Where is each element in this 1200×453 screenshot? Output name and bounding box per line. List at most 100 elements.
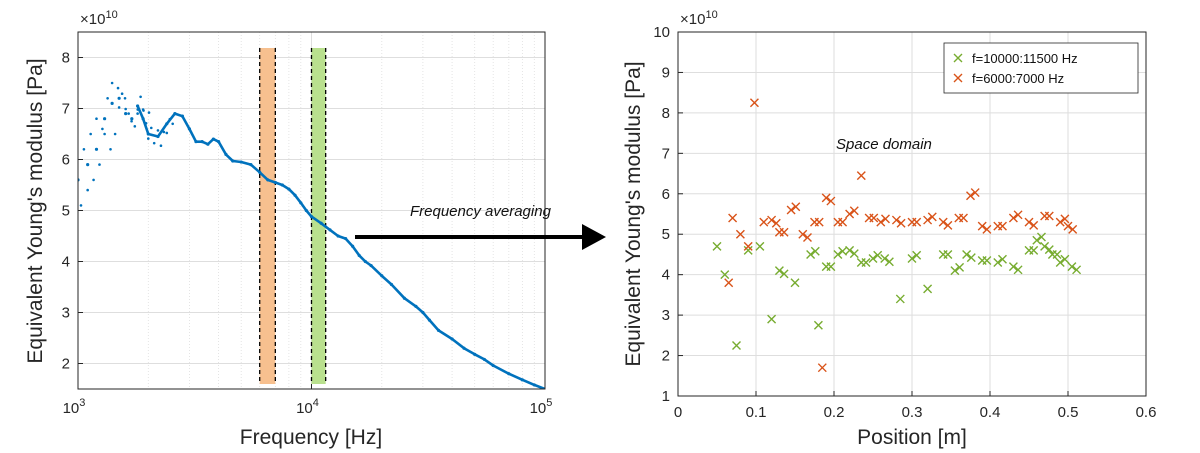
legend-box bbox=[943, 42, 1139, 94]
red-cross-point bbox=[1068, 224, 1078, 234]
green-cross-point bbox=[950, 266, 960, 276]
green-cross-point bbox=[895, 294, 905, 304]
noise-point bbox=[106, 97, 109, 100]
green-cross-point bbox=[982, 256, 992, 266]
green-cross-point bbox=[1032, 235, 1042, 245]
frequency-point bbox=[194, 140, 198, 144]
frequency-point bbox=[86, 163, 90, 167]
green-cross-point bbox=[943, 249, 953, 259]
frequency-point bbox=[249, 163, 253, 167]
left-y-tick-label: 2 bbox=[62, 356, 70, 373]
red-cross-point bbox=[779, 227, 789, 237]
space-series bbox=[712, 98, 1082, 373]
noise-point bbox=[141, 108, 145, 111]
green-cross-point bbox=[1036, 232, 1046, 242]
green-cross-point bbox=[833, 249, 843, 259]
space-domain-label: Space domain bbox=[836, 136, 932, 153]
noise-point bbox=[92, 178, 95, 182]
red-cross-point bbox=[938, 217, 948, 227]
red-cross-point bbox=[759, 217, 769, 227]
red-cross-point bbox=[798, 229, 808, 239]
frequency-point bbox=[287, 187, 291, 191]
red-cross-point bbox=[970, 188, 980, 198]
green-cross-point bbox=[1029, 245, 1039, 255]
right-y-tick-label: 6 bbox=[662, 186, 670, 203]
frequency-point bbox=[211, 137, 215, 141]
green-cross-point bbox=[1040, 241, 1050, 251]
frequency-bands bbox=[259, 48, 327, 384]
green-cross-point bbox=[907, 253, 917, 263]
red-cross-point bbox=[1024, 217, 1034, 227]
right-x-tick-label: 0.1 bbox=[746, 404, 767, 421]
red-cross-point bbox=[876, 217, 886, 227]
frequency-point bbox=[258, 170, 262, 174]
left-y-tick-label: 5 bbox=[62, 203, 70, 220]
red-cross-point bbox=[1055, 217, 1065, 227]
left-x-tick-label: 105 bbox=[530, 397, 553, 417]
red-cross-point bbox=[791, 202, 801, 212]
green-cross-point bbox=[1008, 262, 1018, 272]
frequency-point bbox=[357, 253, 361, 257]
right-x-tick-label: 0.2 bbox=[824, 404, 845, 421]
legend-label-red: f=6000:7000 Hz bbox=[972, 71, 1064, 86]
frequency-point bbox=[482, 357, 486, 362]
noise-point bbox=[82, 148, 86, 151]
red-cross-point bbox=[817, 363, 827, 373]
red-cross-point bbox=[771, 218, 781, 228]
noise-point bbox=[152, 141, 156, 145]
noise-point bbox=[133, 125, 137, 128]
red-cross-point bbox=[923, 215, 933, 225]
noise-point bbox=[101, 127, 104, 131]
noise-point bbox=[139, 95, 142, 99]
frequency-point bbox=[156, 134, 160, 139]
right-y-tick-label: 10 bbox=[653, 24, 670, 41]
frequency-point bbox=[239, 160, 243, 164]
left-y-tick-label: 7 bbox=[62, 101, 70, 118]
frequency-point bbox=[231, 159, 235, 163]
noise-point bbox=[127, 112, 130, 115]
frequency-point bbox=[110, 101, 114, 105]
red-cross-point bbox=[743, 241, 753, 251]
right-y-tick-label: 7 bbox=[662, 145, 670, 162]
red-cross-point bbox=[845, 209, 855, 219]
frequency-point bbox=[491, 363, 495, 368]
noise-point bbox=[116, 86, 120, 90]
red-cross-point bbox=[767, 215, 777, 225]
left-x-axis-label: Frequency [Hz] bbox=[240, 426, 382, 449]
green-cross-point bbox=[720, 270, 730, 280]
frequency-point bbox=[180, 114, 185, 118]
red-cross-point bbox=[943, 220, 953, 230]
frequency-point bbox=[200, 140, 204, 144]
red-cross-point bbox=[724, 278, 734, 288]
left-y-tick-label: 4 bbox=[62, 254, 70, 271]
red-cross-point bbox=[982, 224, 992, 234]
right-tick-labels: 1 2 3 4 5 6 7 8 9 10 0 0.1 0.2 0.3 0.4 0.5 0.6 bbox=[653, 24, 1156, 421]
red-cross-point bbox=[735, 229, 745, 239]
frequency-point bbox=[216, 140, 221, 144]
orange-band bbox=[259, 48, 276, 384]
frequency-point bbox=[266, 178, 270, 182]
left-y-multiplier: ×1010 bbox=[80, 9, 118, 28]
frequency-point bbox=[165, 122, 169, 126]
red-cross-point bbox=[1029, 220, 1039, 230]
noise-point bbox=[120, 92, 124, 96]
green-cross-point bbox=[1060, 254, 1070, 264]
red-cross-point bbox=[856, 171, 866, 181]
frequency-series bbox=[78, 81, 545, 389]
noise-point bbox=[162, 130, 166, 134]
frequency-point bbox=[309, 215, 314, 219]
green-cross-point bbox=[743, 245, 753, 255]
green-cross-point bbox=[779, 269, 789, 279]
frequency-point bbox=[146, 132, 150, 136]
noise-point bbox=[86, 188, 89, 192]
red-cross-point bbox=[728, 213, 738, 223]
frequency-point bbox=[344, 236, 348, 241]
red-cross-point bbox=[1044, 211, 1054, 221]
frequency-point bbox=[351, 244, 355, 248]
frequency-point bbox=[427, 318, 432, 322]
frequency-point bbox=[103, 117, 107, 121]
left-y-tick-label: 6 bbox=[62, 152, 70, 169]
right-x-tick-label: 0.3 bbox=[902, 404, 923, 421]
red-cross-point bbox=[966, 191, 975, 201]
green-cross-point bbox=[923, 284, 933, 294]
